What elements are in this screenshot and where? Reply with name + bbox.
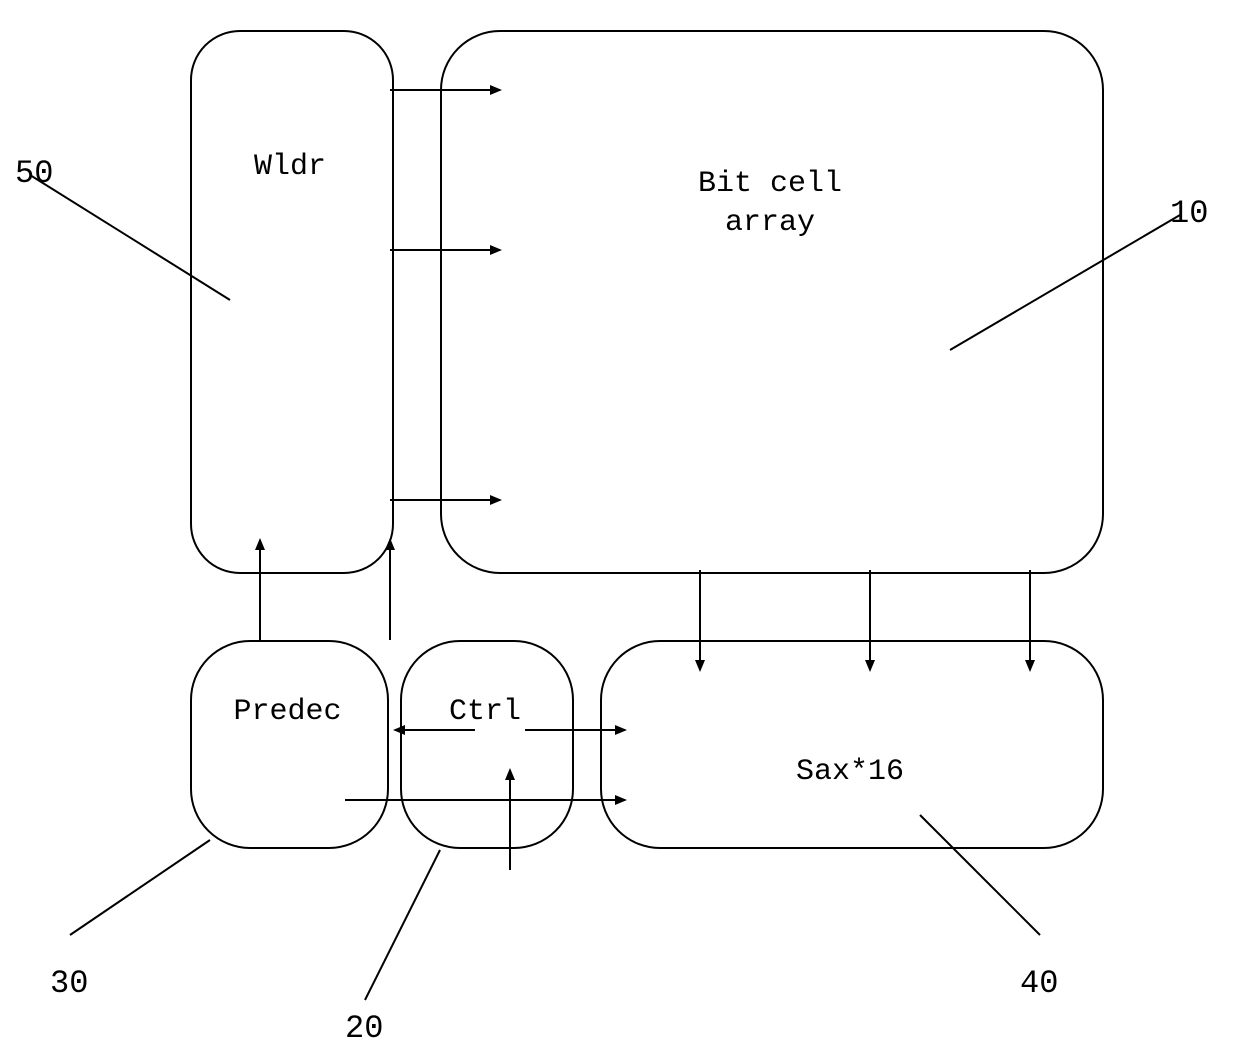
- ref-20: 20: [345, 1010, 383, 1047]
- ref-30-line: [70, 840, 210, 935]
- diagram-stage: Wldr Bit cell array Predec Ctrl Sax*16 5…: [0, 0, 1240, 1034]
- label-predec: Predec: [190, 695, 385, 729]
- label-ctrl: Ctrl: [400, 695, 570, 729]
- label-sax: Sax*16: [600, 755, 1100, 789]
- label-bitcell: Bit cell array: [440, 165, 1100, 243]
- block-ctrl: [400, 640, 574, 849]
- ref-40: 40: [1020, 965, 1058, 1002]
- ref-30: 30: [50, 965, 88, 1002]
- ref-50: 50: [15, 155, 53, 192]
- ref-20-line: [365, 850, 440, 1000]
- block-bitcell: [440, 30, 1104, 574]
- block-sax: [600, 640, 1104, 849]
- label-wldr: Wldr: [190, 150, 390, 184]
- ref-10: 10: [1170, 195, 1208, 232]
- block-wldr: [190, 30, 394, 574]
- block-predec: [190, 640, 389, 849]
